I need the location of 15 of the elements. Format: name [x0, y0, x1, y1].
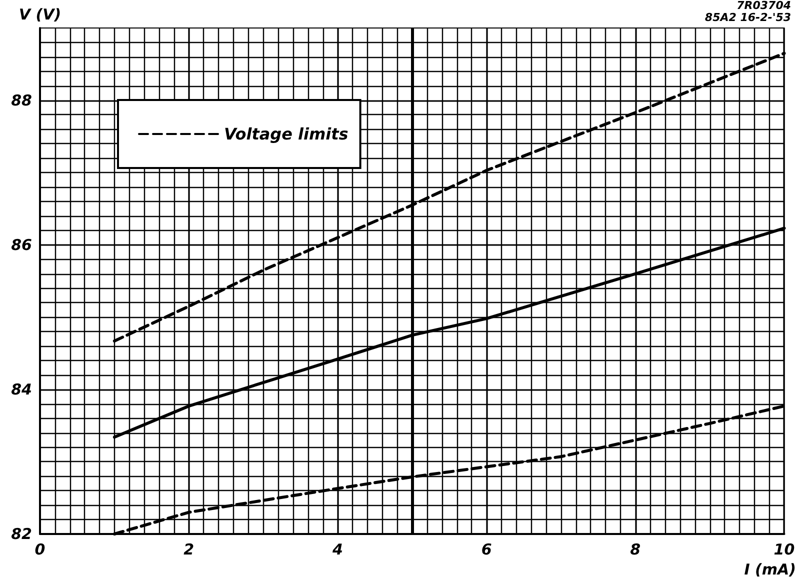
text: 85A2 16-2-'53	[704, 11, 792, 24]
y-tick-label: 84	[11, 380, 32, 398]
x-tick-label: 4	[331, 540, 343, 558]
y-tick-label: 88	[11, 91, 32, 110]
y-tick-label: 82	[11, 525, 32, 543]
text: 7R03704	[736, 0, 792, 12]
x-tick-label: 6	[481, 540, 492, 558]
y-axis-title: V (V)	[18, 6, 62, 24]
legend-label: Voltage limits	[224, 124, 348, 144]
y-tick-label: 86	[11, 236, 32, 254]
x-axis-title: I (mA)	[744, 560, 796, 577]
x-tick-label: 8	[630, 540, 641, 558]
x-tick-label: 10	[774, 540, 795, 558]
x-tick-label: 2	[184, 540, 194, 558]
x-tick-label: 0	[34, 540, 46, 558]
